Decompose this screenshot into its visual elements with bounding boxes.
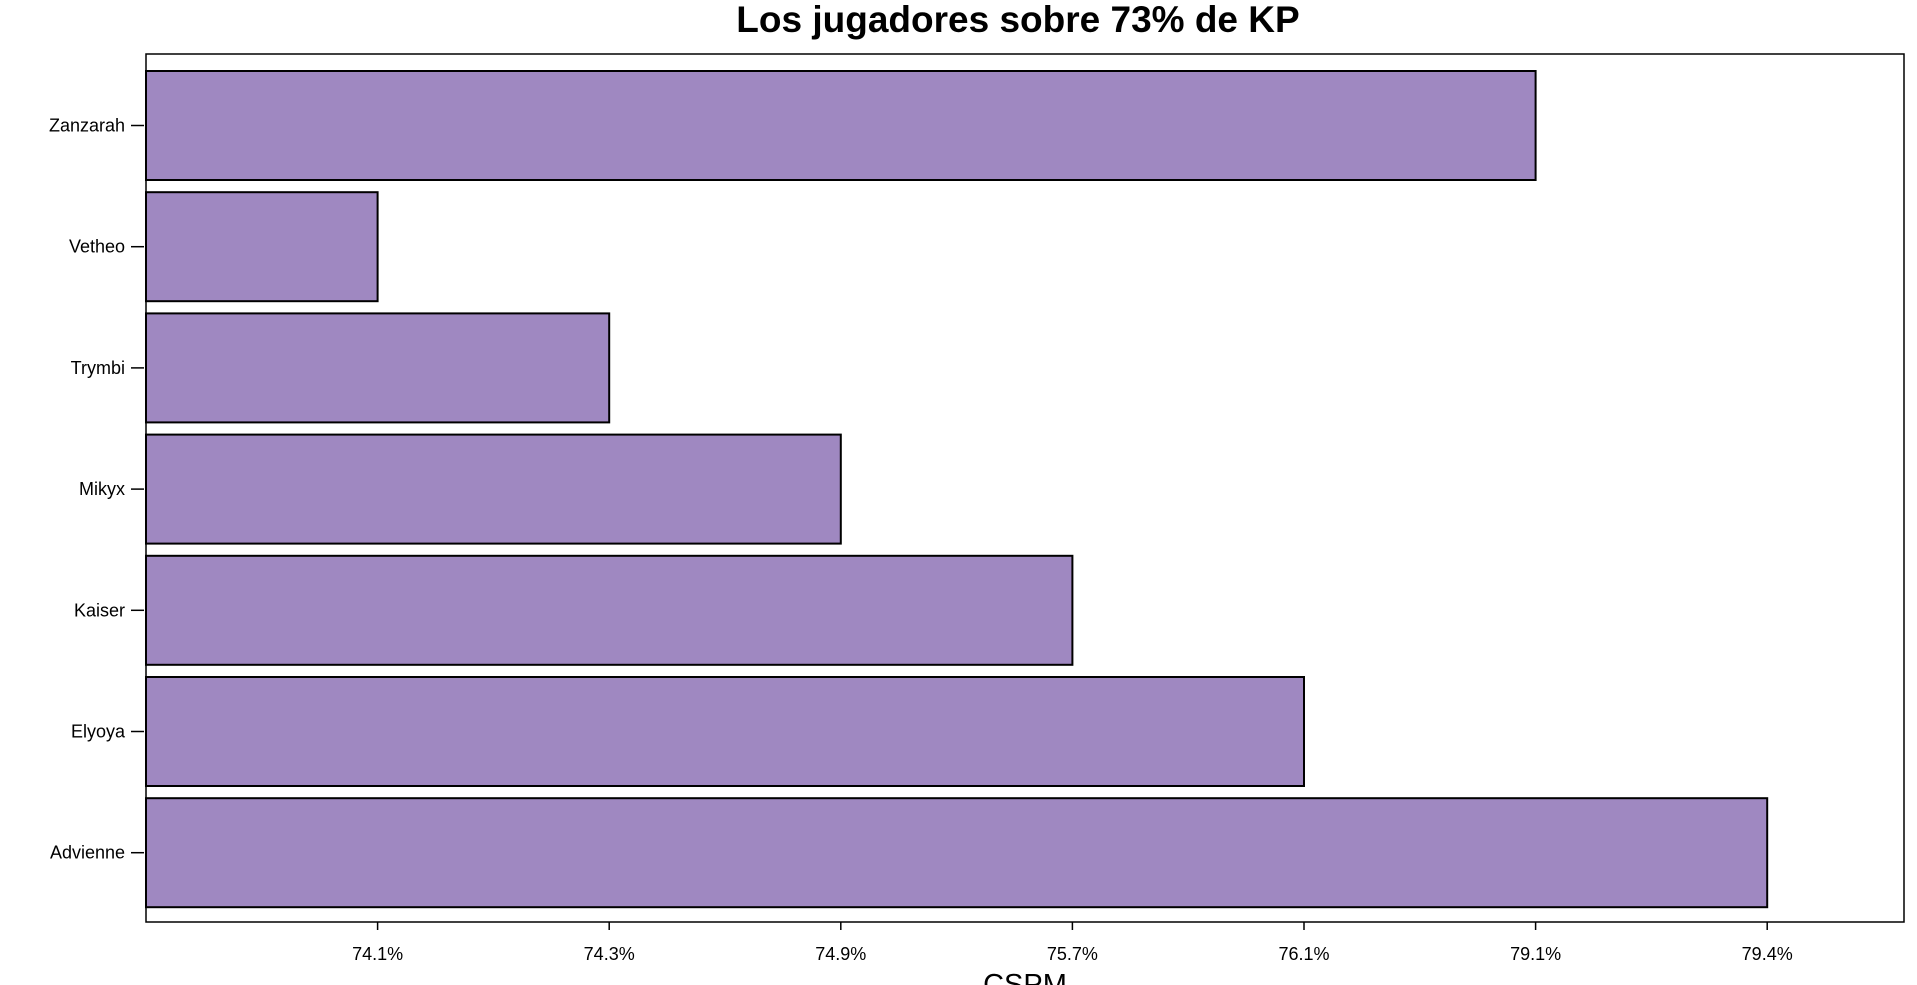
x-tick-label: 76.1% [1278,944,1329,964]
x-tick-label: 74.9% [815,944,866,964]
bar-vetheo [145,191,379,303]
y-tick-label: Advienne [50,843,125,863]
bars-layer [145,70,1769,909]
y-tick-label: Mikyx [79,479,125,499]
y-tick-label: Zanzarah [49,116,125,136]
y-tick-label: Trymbi [71,358,125,378]
y-tick-label: Elyoya [71,722,126,742]
y-tick-label: Kaiser [74,600,125,620]
x-axis: 74.1% 74.3% 74.9% 75.7% 76.1% 79.1% 79.4% [352,922,1793,964]
bar-advienne [145,797,1769,909]
x-tick-label: 75.7% [1047,944,1098,964]
bar-elyoya [145,676,1305,787]
x-tick-label: 74.3% [584,944,635,964]
bar-kaiser [145,554,1074,666]
x-tick-label: 79.1% [1510,944,1561,964]
bar-zanzarah [145,70,1537,181]
y-axis: Advienne Elyoya Kaiser Mikyx Trymbi Vetheo Zan… [49,116,144,863]
y-tick-label: Vetheo [69,237,125,257]
chart-title: Los jugadores sobre 73% de KP [736,0,1299,40]
bar-trymbi [145,312,611,424]
bar-mikyx [145,433,842,545]
x-tick-label: 79.4% [1742,944,1793,964]
x-tick-label: 74.1% [352,944,403,964]
x-axis-label: CSPM [983,969,1067,985]
